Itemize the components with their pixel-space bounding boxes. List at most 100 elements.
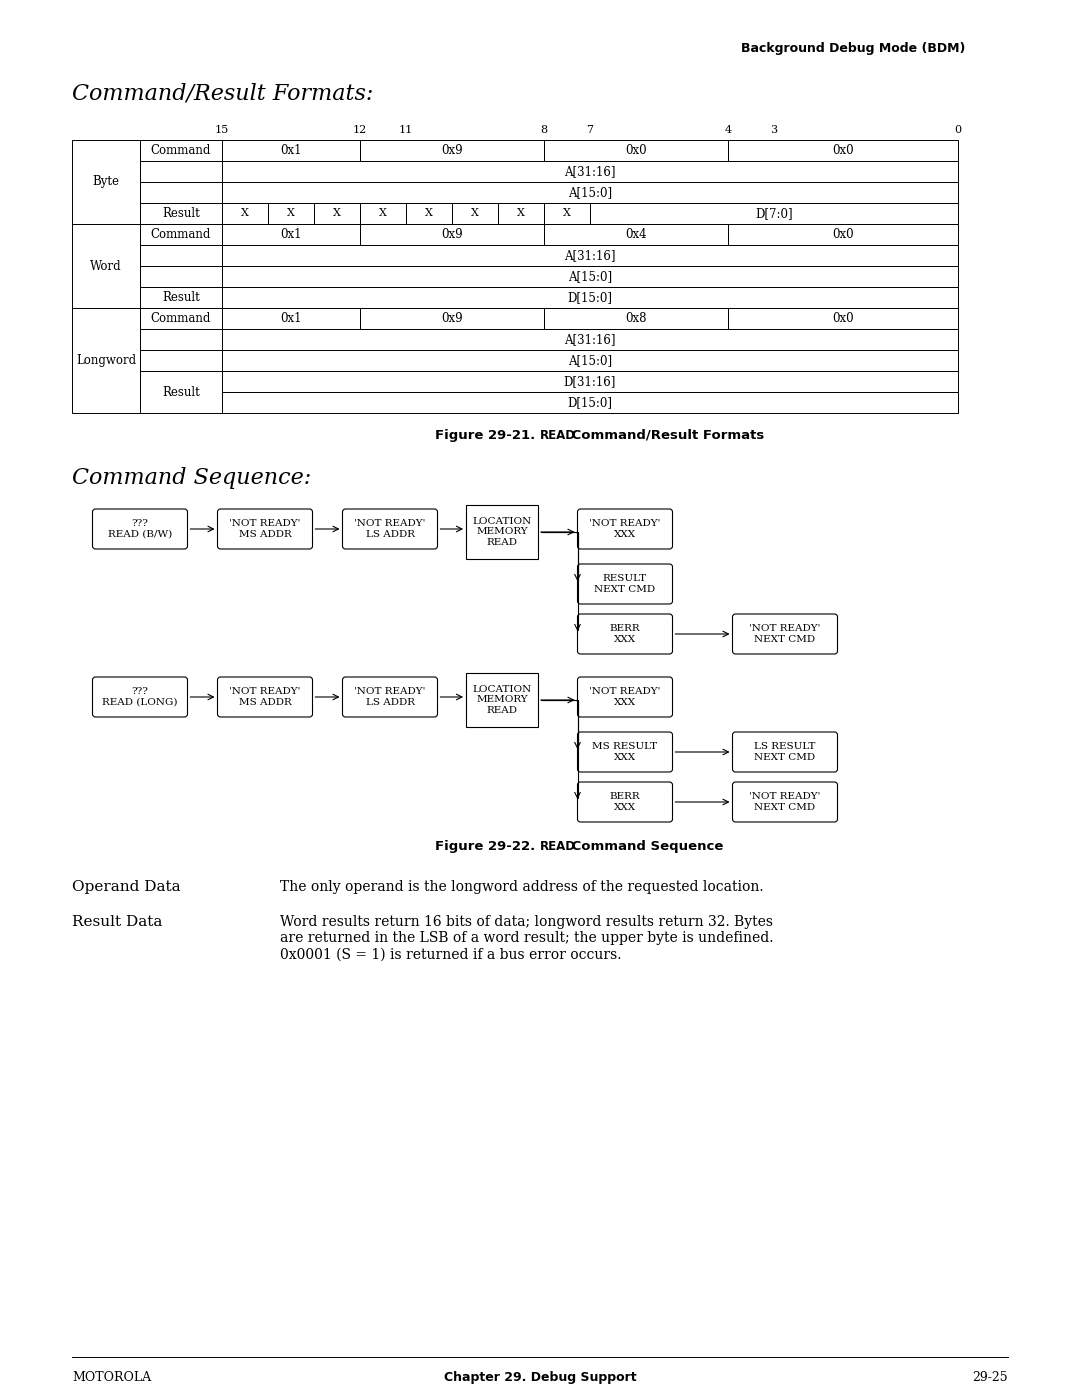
Text: MS ADDR: MS ADDR [239,697,292,707]
Bar [222,203,268,224]
FancyBboxPatch shape [732,732,837,773]
Text: READ (B/W): READ (B/W) [108,529,172,539]
Text: X: X [333,208,341,218]
Text: 29-25: 29-25 [972,1370,1008,1384]
FancyBboxPatch shape [93,509,188,549]
Bar [498,203,544,224]
Text: Operand Data: Operand Data [72,880,180,894]
Text: X: X [287,208,295,218]
Bar [222,161,958,182]
Text: 0x0: 0x0 [625,144,647,156]
Bar [140,372,222,414]
Text: 'NOT READY': 'NOT READY' [750,624,821,633]
Text: LOCATION: LOCATION [472,517,531,527]
Bar [222,330,958,351]
Text: NEXT CMD: NEXT CMD [755,802,815,812]
Text: 15: 15 [215,124,229,136]
Bar [140,224,222,244]
Bar [544,224,728,244]
Text: D[7:0]: D[7:0] [755,207,793,219]
Text: X: X [241,208,248,218]
Text: 'NOT READY': 'NOT READY' [590,520,661,528]
Bar [140,161,222,182]
FancyBboxPatch shape [217,509,312,549]
Text: 3: 3 [770,124,778,136]
Text: 7: 7 [586,124,594,136]
Bar [360,224,544,244]
Text: ???: ??? [132,520,148,528]
Text: BERR: BERR [610,792,640,802]
Bar [728,224,958,244]
Text: XXX: XXX [613,634,636,644]
Text: 'NOT READY': 'NOT READY' [354,520,426,528]
Text: Result: Result [162,291,200,305]
Bar [140,307,222,330]
Bar [222,393,958,414]
Text: MS ADDR: MS ADDR [239,529,292,539]
Text: A[31:16]: A[31:16] [564,249,616,263]
Bar [72,140,140,224]
Text: 0x1: 0x1 [280,228,301,242]
Bar [544,203,590,224]
Bar [222,351,958,372]
Text: XXX: XXX [613,802,636,812]
Text: READ: READ [486,705,517,715]
Text: 0x0: 0x0 [833,312,854,326]
Bar [465,673,538,726]
Text: LS ADDR: LS ADDR [365,529,415,539]
Text: READ: READ [540,840,576,854]
Text: D[15:0]: D[15:0] [567,291,612,305]
Text: Command: Command [151,312,212,326]
Text: A[31:16]: A[31:16] [564,165,616,177]
Text: 0x4: 0x4 [625,228,647,242]
Text: X: X [563,208,571,218]
Bar [544,140,728,161]
Text: 'NOT READY': 'NOT READY' [750,792,821,802]
FancyBboxPatch shape [342,678,437,717]
Text: X: X [379,208,387,218]
Bar [140,182,222,203]
Text: A[31:16]: A[31:16] [564,332,616,346]
Text: 'NOT READY': 'NOT READY' [354,687,426,697]
FancyBboxPatch shape [578,678,673,717]
Text: Word: Word [91,260,122,272]
Text: NEXT CMD: NEXT CMD [755,753,815,761]
Text: Result: Result [162,386,200,398]
Text: The only operand is the longword address of the requested location.: The only operand is the longword address… [280,880,764,894]
Text: 0x1: 0x1 [280,144,301,156]
Bar [222,182,958,203]
Bar [453,203,498,224]
Text: 'NOT READY': 'NOT READY' [229,520,300,528]
Text: X: X [517,208,525,218]
FancyBboxPatch shape [217,678,312,717]
Bar [140,286,222,307]
Bar [222,224,360,244]
Text: BERR: BERR [610,624,640,633]
Bar [222,307,360,330]
Text: D[15:0]: D[15:0] [567,395,612,409]
Text: RESULT: RESULT [603,574,647,584]
Text: LOCATION: LOCATION [472,686,531,694]
Bar [728,140,958,161]
FancyBboxPatch shape [578,782,673,821]
Text: XXX: XXX [613,753,636,761]
Text: 0x9: 0x9 [442,312,463,326]
Bar [360,307,544,330]
Text: 0x8: 0x8 [625,312,647,326]
FancyBboxPatch shape [342,509,437,549]
FancyBboxPatch shape [578,615,673,654]
Text: READ: READ [486,538,517,546]
Text: Word results return 16 bits of data; longword results return 32. Bytes
are retur: Word results return 16 bits of data; lon… [280,915,773,961]
Text: 0x0: 0x0 [833,144,854,156]
Text: READ: READ [540,429,576,441]
Text: NEXT CMD: NEXT CMD [594,584,656,594]
Text: Longword: Longword [76,353,136,367]
Text: A[15:0]: A[15:0] [568,353,612,367]
Bar [222,140,360,161]
Text: NEXT CMD: NEXT CMD [755,634,815,644]
Bar [268,203,314,224]
Text: Command: Command [151,228,212,242]
Text: MOTOROLA: MOTOROLA [72,1370,151,1384]
Text: 11: 11 [399,124,414,136]
Bar [140,244,222,265]
